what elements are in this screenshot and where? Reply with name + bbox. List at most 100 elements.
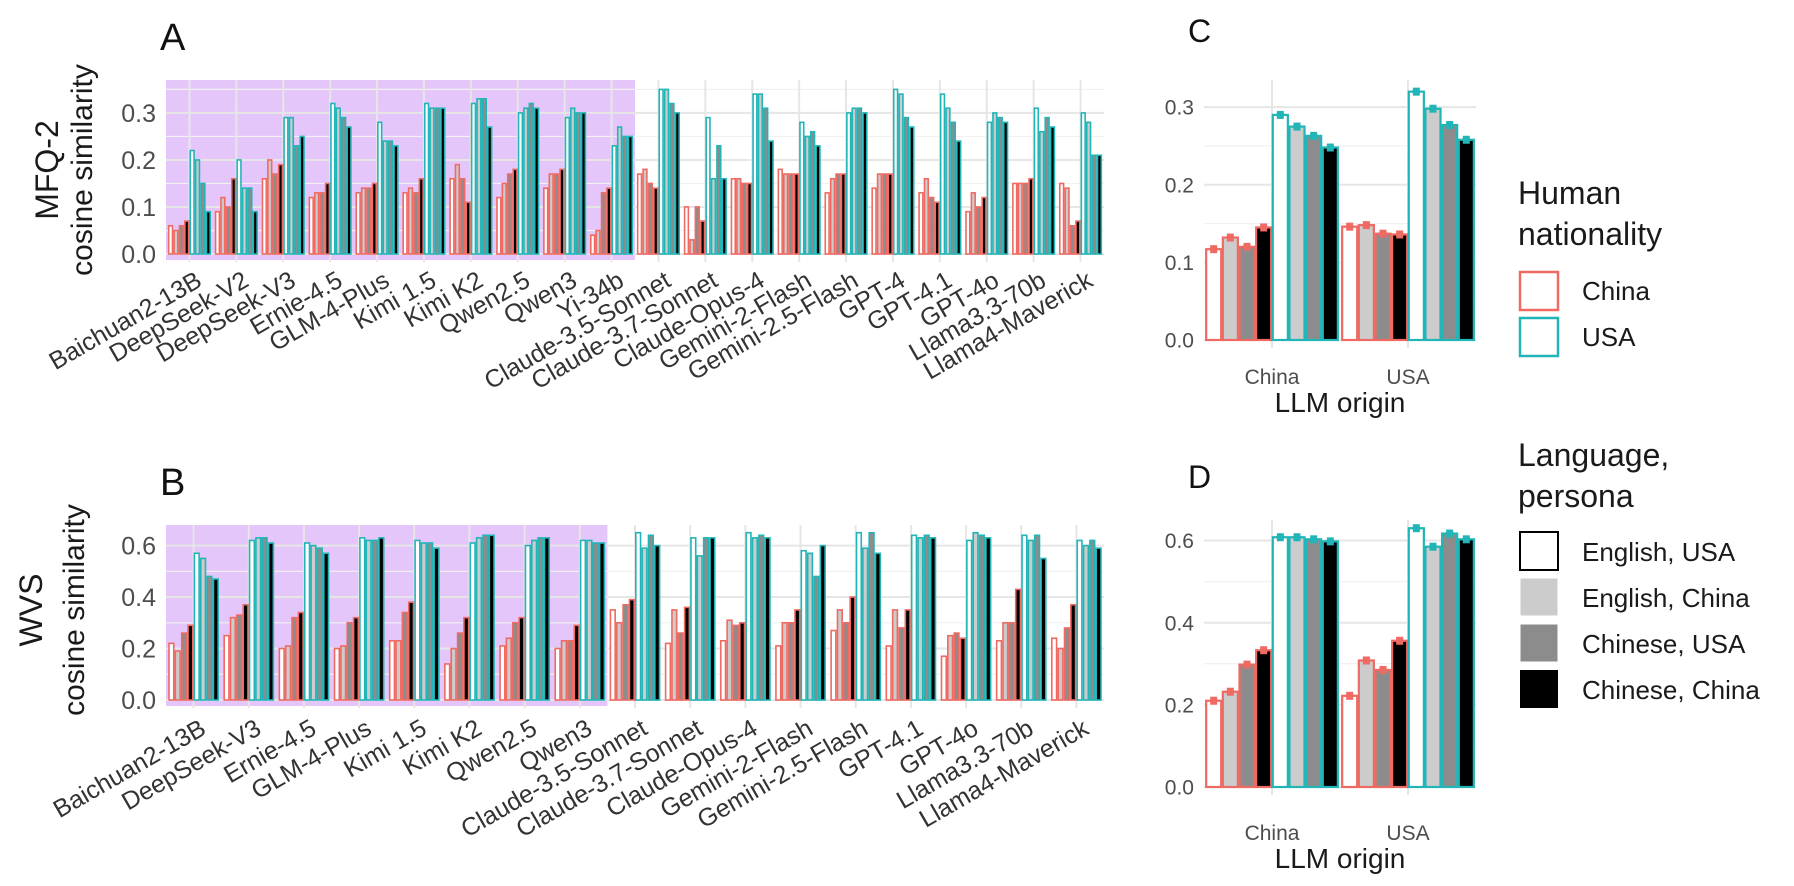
bar-kimi-1-5-usa-english-usa [414, 539, 421, 701]
bar-llama3-3-70b-usa-english-china [1039, 130, 1045, 255]
bar-china-usa-english-china [1288, 125, 1306, 342]
bar-deepseek-v3-usa-english-usa [283, 116, 289, 255]
bar-deepseek-v2-china-chinese-usa [225, 206, 231, 255]
bar-deepseek-v2-china-english-usa [214, 210, 221, 255]
bar-claude-3-5-sonnet-china-chinese-china [653, 187, 659, 255]
bar-gpt-4-1-usa-chinese-usa [950, 121, 957, 255]
legend-nationality-title-line2: nationality [1518, 216, 1662, 252]
bar-ernie-4-5-usa-english-usa [303, 542, 311, 701]
legend-persona-title-line1: Language, [1518, 437, 1669, 473]
bar-gemini-2-5-flash-china-chinese-china [840, 173, 847, 255]
bar-yi-34b-china-english-usa [589, 234, 596, 255]
error-bar [1462, 135, 1470, 144]
panel-label-d: D [1188, 459, 1211, 495]
bar-qwen2-5-usa-chinese-china [533, 107, 540, 255]
bar-deepseek-v3-china-english-china [267, 159, 273, 255]
bar-gemini-2-flash-usa-chinese-usa [809, 130, 816, 255]
bar-kimi-k2-china-english-usa [444, 663, 451, 701]
bar-yi-34b-usa-english-usa [611, 145, 617, 255]
bar-baichuan2-13b-usa-english-china [199, 557, 207, 701]
bar-gpt-4-1-usa-english-usa [910, 534, 918, 701]
bar-qwen3-usa-english-usa [579, 539, 587, 701]
error-bar [1260, 223, 1268, 232]
bar-qwen3-usa-english-usa [564, 116, 571, 255]
bar-qwen2-5-china-chinese-china [512, 168, 518, 255]
bar-gpt-4o-usa-chinese-usa [997, 116, 1003, 255]
bar-gpt-4-1-china-english-usa [885, 645, 892, 701]
legend-key-chinese-china [1520, 670, 1558, 708]
bar-llama3-3-70b-usa-english-usa [1033, 107, 1040, 255]
bar-deepseek-v3-china-chinese-usa [272, 173, 278, 255]
bar-gpt-4-china-english-usa [871, 187, 877, 255]
legend-key-english-china [1519, 577, 1559, 617]
bar-yi-34b-usa-chinese-china [627, 135, 634, 255]
bar-kimi-k2-usa-english-china [475, 537, 483, 701]
bar-ernie-4-5-usa-english-usa [330, 102, 336, 255]
bar-glm-4-plus-china-english-china [340, 645, 347, 701]
error-bar [1396, 636, 1404, 645]
bar-ernie-4-5-usa-chinese-china [322, 552, 330, 701]
bar-claude-3-7-sonnet-usa-english-usa [690, 537, 697, 701]
error-bar [1310, 535, 1318, 544]
bar-gemini-2-5-flash-usa-chinese-china [874, 552, 882, 701]
bar-claude-3-5-sonnet-china-english-usa [609, 609, 616, 701]
error-bar [1226, 687, 1234, 696]
bar-deepseek-v3-usa-chinese-usa [294, 145, 300, 255]
bar-china-china-chinese-china [1255, 226, 1273, 342]
bar-ernie-4-5-china-chinese-usa [291, 616, 298, 701]
bar-usa-usa-english-china [1424, 545, 1442, 789]
bar-gpt-4o-usa-english-china [972, 531, 979, 701]
bar-gemini-2-5-flash-usa-chinese-usa [868, 531, 875, 701]
x-tick-label-usa: USA [1386, 366, 1429, 389]
bar-kimi-k2-usa-chinese-china [488, 534, 495, 701]
bar-gemini-2-flash-usa-english-china [804, 135, 810, 255]
bar-gemini-2-flash-china-english-usa [775, 645, 782, 701]
bar-claude-opus-4-china-chinese-china [746, 182, 753, 255]
legend-persona-title-line2: persona [1518, 478, 1634, 514]
bar-gpt-4-1-usa-chinese-china [956, 140, 962, 255]
bar-kimi-k2-china-english-china [454, 163, 461, 255]
bar-kimi-1-5-china-english-china [407, 187, 414, 255]
bar-gpt-4-1-usa-english-china [945, 107, 951, 255]
bar-gemini-2-5-flash-china-english-china [836, 609, 844, 701]
bar-llama3-3-70b-usa-english-usa [1021, 534, 1028, 701]
bar-claude-opus-4-china-chinese-usa [732, 624, 740, 701]
bar-claude-3-5-sonnet-usa-chinese-china [654, 544, 661, 701]
bar-kimi-1-5-usa-chinese-china [433, 547, 440, 701]
bar-ernie-4-5-china-chinese-china [324, 182, 331, 255]
bar-gpt-4-usa-english-china [898, 93, 904, 255]
bar-gpt-4-usa-chinese-usa [903, 116, 910, 255]
bar-gemini-2-5-flash-china-chinese-usa [843, 621, 850, 701]
bar-usa-usa-chinese-china [1457, 538, 1475, 789]
bar-kimi-k2-china-english-china [450, 647, 457, 701]
bar-gpt-4-1-china-chinese-usa [929, 196, 935, 255]
bar-kimi-k2-usa-english-china [476, 98, 482, 255]
bar-gpt-4o-china-english-usa [965, 210, 971, 255]
error-bar [1210, 245, 1218, 254]
bar-kimi-k2-china-chinese-usa [460, 177, 466, 255]
bar-glm-4-plus-usa-english-usa [359, 537, 366, 701]
bar-qwen3-china-english-usa [554, 647, 561, 701]
bar-baichuan2-13b-china-english-usa [168, 642, 175, 701]
bar-baichuan2-13b-china-chinese-usa [180, 632, 188, 701]
bar-claude-3-7-sonnet-china-english-china [671, 609, 678, 701]
bar-claude-3-5-sonnet-usa-english-china [641, 547, 648, 701]
bar-llama4-maverick-china-english-china [1057, 647, 1064, 701]
bar-llama4-maverick-china-english-china [1064, 187, 1070, 255]
bar-claude-3-5-sonnet-china-chinese-usa [647, 182, 654, 255]
bar-llama3-3-70b-china-english-usa [995, 640, 1003, 701]
bar-claude-3-5-sonnet-usa-english-usa [634, 531, 642, 701]
legend-label-english-china: English, China [1582, 583, 1750, 613]
bar-llama4-maverick-usa-english-usa [1080, 112, 1086, 255]
error-bar [1462, 535, 1470, 544]
error-bar [1276, 533, 1284, 542]
bar-baichuan2-13b-china-english-usa [167, 224, 174, 255]
bar-gpt-4o-china-chinese-usa [953, 632, 960, 701]
bar-ernie-4-5-china-english-usa [278, 647, 285, 701]
bar-llama3-3-70b-usa-english-china [1027, 539, 1034, 701]
x-axis-title: LLM origin [1275, 843, 1406, 874]
bar-qwen3-usa-chinese-usa [592, 542, 599, 701]
bar-claude-3-5-sonnet-usa-english-china [663, 88, 670, 255]
error-bar [1346, 691, 1354, 700]
